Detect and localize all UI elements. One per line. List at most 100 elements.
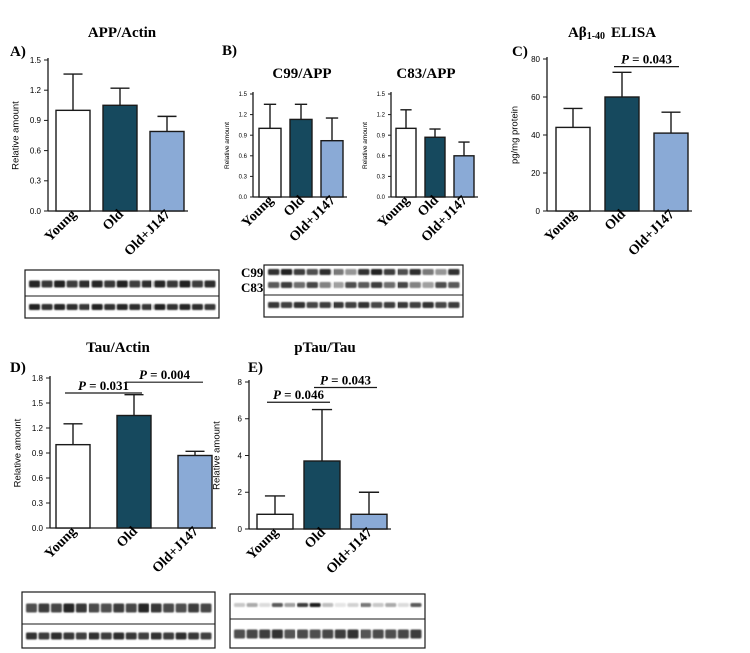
y-tick-label: 0.3 <box>32 499 44 508</box>
significance-label: P = 0.043 <box>320 373 372 388</box>
blot-band <box>410 629 422 639</box>
y-tick-label: 0.0 <box>377 195 386 201</box>
blot-band <box>191 304 203 310</box>
blot-band <box>383 269 396 275</box>
y-tick-label: 1.5 <box>377 92 386 98</box>
y-tick-label: 1.5 <box>32 399 44 408</box>
y-tick-label: 0.0 <box>239 195 248 201</box>
blot-band <box>113 603 125 613</box>
y-tick-label: 0.0 <box>32 524 44 533</box>
blot-band <box>38 632 50 640</box>
blot-band <box>200 632 212 640</box>
title-c-rest: ELISA <box>611 25 656 41</box>
blot-band <box>360 629 372 639</box>
blot-band <box>358 282 370 288</box>
blot-band <box>332 282 344 288</box>
blot-band <box>188 603 200 613</box>
x-category-label: Old+J147 <box>626 207 678 259</box>
panel-title-b1: C99/APP <box>272 66 331 82</box>
bar-young <box>555 126 591 212</box>
bar-young <box>258 127 282 198</box>
y-tick-label: 2 <box>238 488 243 497</box>
blot-band <box>66 304 78 310</box>
blot-band <box>150 603 162 613</box>
blot-band <box>88 603 100 613</box>
panel-title-d: Tau/Actin <box>86 340 150 356</box>
blot-band <box>397 629 409 639</box>
blot-band <box>50 603 62 613</box>
y-tick-label: 0.9 <box>30 116 42 125</box>
bar-old-j147 <box>149 130 185 212</box>
blot-band <box>322 603 334 607</box>
blot-band <box>246 603 258 607</box>
blot-band <box>26 632 37 640</box>
blot-band <box>29 280 41 288</box>
significance-label: P = 0.046 <box>273 387 325 402</box>
blot-band <box>26 603 37 613</box>
blot-band <box>358 302 370 308</box>
blot-band <box>448 269 460 275</box>
western-blot-ptau <box>229 593 426 649</box>
blot-band <box>50 632 62 640</box>
blot-band <box>422 282 434 288</box>
blot-band <box>129 280 141 288</box>
title-c-main: Aβ <box>568 25 587 41</box>
y-axis-label: Relative amount <box>224 122 231 169</box>
panel-title-b2: C83/APP <box>396 66 455 82</box>
blot-band <box>246 629 258 639</box>
blot-band <box>29 304 41 310</box>
blot-band <box>41 280 53 288</box>
blot-band <box>150 632 162 640</box>
y-tick-label: 0.3 <box>239 175 248 181</box>
blot-band <box>409 302 421 308</box>
y-tick-label: 0 <box>536 207 541 216</box>
blot-band <box>154 304 166 310</box>
blot-band <box>204 280 216 288</box>
bar-old <box>289 118 313 198</box>
blot-label-c83: C83 <box>241 280 264 295</box>
blot-band <box>138 603 150 613</box>
blot-band <box>280 282 293 288</box>
y-tick-label: 1.8 <box>32 374 44 383</box>
y-tick-label: 0.9 <box>32 449 44 458</box>
blot-band <box>334 629 346 639</box>
y-tick-label: 4 <box>238 451 243 460</box>
blot-band <box>397 603 409 607</box>
blot-band <box>370 269 383 275</box>
blot-band <box>100 632 112 640</box>
x-category-label: Young <box>542 207 580 245</box>
panel-title-a: APP/Actin <box>88 25 157 41</box>
blot-band <box>79 304 91 310</box>
blot-band <box>234 629 246 639</box>
blot-band <box>129 304 141 310</box>
blot-band <box>79 280 91 288</box>
blot-band <box>116 280 128 288</box>
blot-band <box>306 269 318 275</box>
blot-band <box>435 269 447 275</box>
y-tick-label: 1.2 <box>377 113 386 119</box>
bar-young <box>55 443 91 529</box>
blot-band <box>141 280 153 288</box>
blot-band <box>358 269 370 275</box>
blot-band <box>332 269 344 275</box>
blot-band <box>54 280 66 288</box>
blot-band <box>41 304 53 310</box>
panel-letter-d: D) <box>10 360 26 376</box>
bar-old-j147 <box>320 139 344 198</box>
blot-band <box>385 629 397 639</box>
significance-label: P = 0.043 <box>621 52 673 67</box>
y-tick-label: 40 <box>531 131 540 140</box>
y-tick-label: 0.6 <box>377 154 386 160</box>
blot-app-frame <box>24 269 220 319</box>
blot-band <box>166 280 178 288</box>
blot-band <box>334 603 346 607</box>
bar-old <box>424 136 446 198</box>
panel-title-c: Aβ1-40 ELISA <box>568 25 656 42</box>
blot-band <box>319 302 331 308</box>
blot-band <box>166 304 178 310</box>
chart-app-actin: 0.0 0.3 0.6 0.9 1.2 1.5 Relative amount Young Ol… <box>10 56 188 259</box>
bar-old-j147 <box>177 454 213 529</box>
blot-band <box>409 269 421 275</box>
